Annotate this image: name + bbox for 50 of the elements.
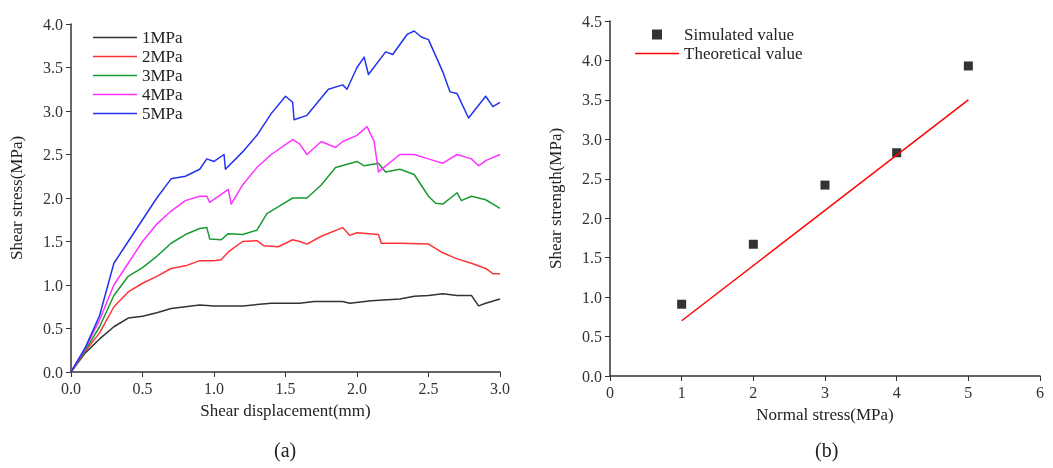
x-axis-title: Shear displacement(mm): [200, 401, 371, 420]
y-tick-label: 4.0: [43, 15, 63, 33]
y-tick-label: 0.0: [582, 367, 602, 385]
legend-label: 4MPa: [142, 85, 184, 104]
x-tick-label: 3: [821, 383, 829, 401]
y-tick-label: 1.0: [582, 288, 602, 306]
legend-label: 5MPa: [142, 104, 184, 123]
x-tick-label: 1.0: [204, 379, 224, 397]
y-tick-label: 1.0: [43, 276, 63, 294]
point: [748, 239, 758, 249]
y-tick-label: 0.5: [582, 328, 602, 346]
point: [963, 61, 973, 71]
y-tick-label: 2.5: [582, 170, 602, 188]
y-tick-label: 1.5: [582, 249, 602, 267]
y-tick-label: 4.0: [582, 51, 602, 69]
y-tick-label: 4.5: [582, 12, 602, 30]
y-tick-label: 2.0: [43, 189, 63, 207]
x-tick-label: 2.0: [347, 379, 367, 397]
legend-label: 1MPa: [142, 28, 184, 47]
y-tick-label: 2.0: [582, 209, 602, 227]
y-axis-title: Shear stress(MPa): [7, 135, 26, 261]
y-axis-title: Shear strength(MPa): [546, 127, 565, 270]
text: (a): [274, 439, 297, 462]
x-tick-label: 2: [749, 383, 758, 401]
y-tick-label: 3.5: [43, 59, 63, 76]
legend-label: Simulated value: [684, 25, 795, 44]
x-tick-label: 1.5: [275, 379, 296, 397]
legend-label: 2MPa: [142, 47, 184, 66]
x-tick-label: 0: [606, 383, 614, 401]
point: [677, 299, 687, 309]
x-tick-label: 4: [892, 383, 901, 401]
legend-label: Theoretical value: [684, 44, 803, 63]
x-tick-label: 0.5: [132, 379, 153, 397]
y-tick-label: 0.0: [43, 363, 63, 381]
y-tick-label: 0.5: [43, 320, 63, 337]
x-tick-label: 0.0: [61, 379, 81, 397]
y-tick-label: 1.5: [43, 233, 63, 250]
point: [820, 180, 830, 190]
x-tick-label: 2.5: [418, 379, 439, 397]
text: (b): [815, 439, 839, 462]
y-tick-label: 3.0: [582, 130, 602, 148]
x-tick-label: 5: [964, 383, 973, 401]
x-tick-label: 1: [677, 383, 686, 401]
x-axis-title: Normal stress(MPa): [756, 405, 894, 424]
x-tick-label: 3.0: [490, 379, 510, 397]
y-tick-label: 3.5: [582, 91, 602, 109]
legend-label: 3MPa: [142, 66, 184, 85]
y-tick-label: 2.5: [43, 146, 63, 163]
y-tick-label: 3.0: [43, 102, 63, 120]
x-tick-label: 6: [1036, 383, 1044, 401]
